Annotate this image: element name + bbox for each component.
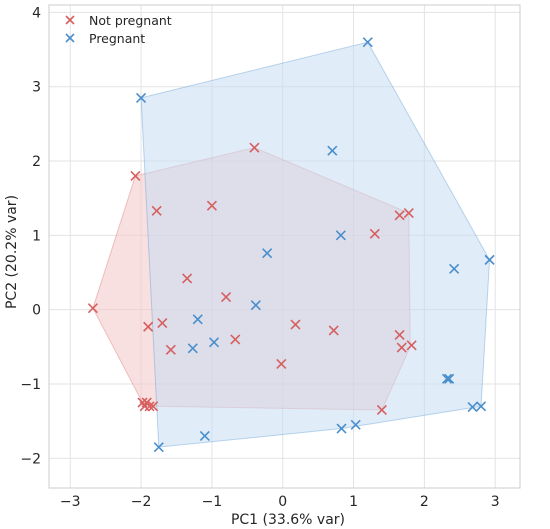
y-tick-label: −1 [20,377,41,393]
point-not-pregnant [157,317,168,329]
point-not-pregnant [206,200,217,211]
plot-frame [48,4,521,489]
y-tick-label: 4 [32,5,41,21]
legend-marker-not-pregnant [65,15,75,25]
point-not-pregnant [148,401,159,412]
y-axis-label: PC2 (20.2% var) [4,195,20,309]
point-pregnant [192,314,203,325]
y-tick-label: 3 [32,80,41,96]
x-tick-label: 3 [491,494,500,510]
point-pregnant [199,430,210,442]
point-not-pregnant [143,321,154,332]
data-points [87,37,495,453]
y-tick-label: 2 [32,154,41,170]
point-pregnant [335,230,346,241]
point-not-pregnant [276,358,287,369]
legend-marker-pregnant [65,33,75,43]
point-pregnant [449,263,460,274]
point-not-pregnant [130,170,141,181]
point-pregnant [208,337,220,348]
y-tick-label: 1 [32,228,41,244]
point-pregnant [441,373,453,384]
point-not-pregnant [376,404,387,416]
x-tick-label: −2 [131,494,152,510]
point-pregnant [484,254,495,265]
point-pregnant [467,401,478,413]
point-pregnant [136,92,147,103]
point-not-pregnant [87,303,98,314]
x-axis-label: PC1 (33.6% var) [231,512,345,528]
y-tick-label: −2 [20,451,41,467]
point-not-pregnant [394,329,405,340]
point-not-pregnant [406,340,417,351]
point-pregnant [187,343,198,354]
point-pregnant [350,419,361,430]
hull-pregnant [140,41,491,448]
point-not-pregnant [328,325,339,336]
point-pregnant [262,248,273,259]
point-pregnant [444,373,455,384]
point-not-pregnant [230,334,241,345]
point-not-pregnant [151,205,162,216]
point-pregnant [475,401,487,412]
convex-hulls [92,41,491,448]
x-tick-label: −1 [202,494,223,510]
point-pregnant [362,37,373,48]
point-not-pregnant [369,228,380,239]
x-tick-label: 0 [278,494,287,510]
tick-labels: −3 −2 −1 0 1 2 3 −2 −1 0 1 2 3 4 [20,5,499,510]
point-not-pregnant [182,273,193,284]
legend-label-not-pregnant: Not pregnant [89,13,172,28]
legend: Not pregnant Pregnant [65,13,172,46]
x-tick-label: −3 [60,494,81,510]
point-not-pregnant [403,207,414,219]
point-not-pregnant [396,342,407,353]
legend-label-pregnant: Pregnant [89,31,145,46]
y-tick-label: 0 [32,303,41,319]
point-pregnant [336,423,347,434]
point-pregnant [153,442,164,453]
x-tick-label: 2 [420,494,429,510]
point-pregnant [250,300,261,311]
x-tick-label: 1 [349,494,358,510]
point-not-pregnant [249,142,260,153]
point-not-pregnant [290,319,301,330]
point-not-pregnant [165,344,176,355]
point-not-pregnant [221,291,232,303]
point-not-pregnant [394,210,405,221]
point-pregnant [327,145,338,156]
point-not-pregnant [144,401,155,412]
